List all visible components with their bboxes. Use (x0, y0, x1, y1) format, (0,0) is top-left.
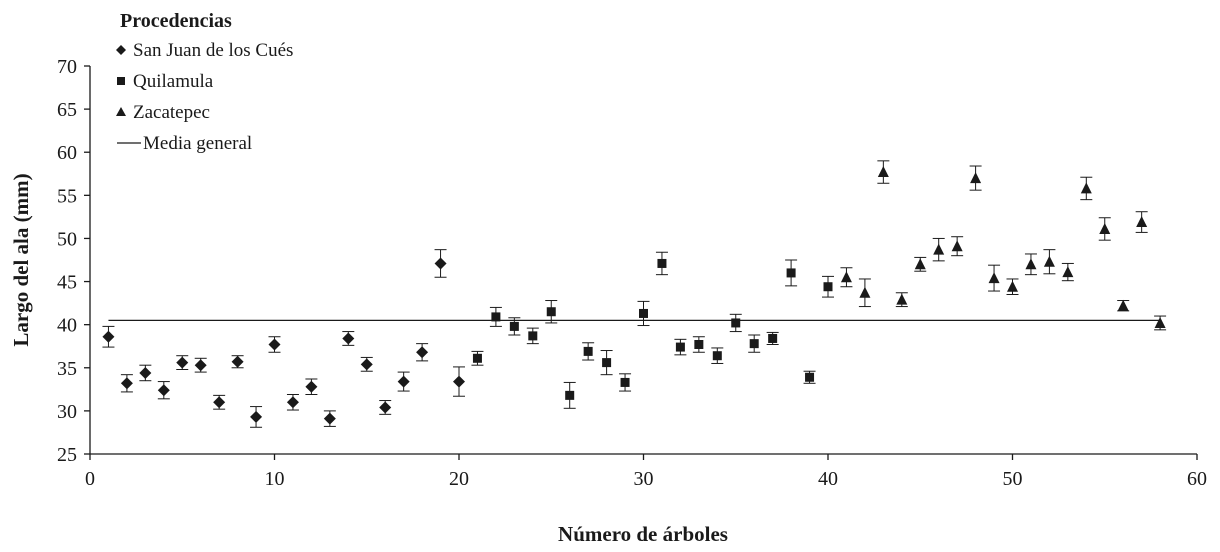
data-point (639, 308, 648, 318)
data-point (914, 258, 926, 270)
data-point (933, 243, 945, 255)
data-point (139, 366, 152, 379)
data-point (602, 358, 612, 368)
legend-triangle-swatch (116, 107, 126, 116)
data-point (657, 258, 667, 268)
data-point (565, 390, 575, 400)
data-point (840, 271, 852, 283)
data-point (360, 358, 373, 371)
data-point (823, 282, 833, 292)
data-point (749, 339, 759, 349)
data-point (694, 339, 704, 349)
data-point (102, 330, 115, 343)
y-tick-label: 70 (57, 56, 77, 78)
data-point (712, 351, 722, 361)
legend-label: Quilamula (133, 71, 214, 92)
data-point (491, 312, 501, 322)
data-point (472, 353, 482, 363)
y-tick-label: 30 (57, 401, 77, 423)
legend-label: San Juan de los Cués (133, 40, 293, 61)
data-point (1062, 266, 1074, 278)
data-point (379, 401, 392, 414)
series-quilamula (471, 251, 834, 409)
data-point (434, 257, 447, 270)
data-point (1025, 258, 1037, 270)
data-point (583, 346, 593, 356)
y-tick-label: 60 (57, 142, 77, 164)
legend-square-swatch (117, 77, 125, 85)
x-tick-label: 50 (1003, 468, 1023, 490)
data-point (1080, 182, 1092, 194)
legend-entry: Zacatepec (116, 102, 210, 123)
y-axis-title: Largo del ala (mm) (9, 173, 33, 346)
data-point (731, 318, 741, 328)
legend-entry: San Juan de los Cués (116, 40, 293, 61)
data-point (286, 396, 299, 409)
y-tick-label: 40 (57, 315, 77, 337)
data-point (176, 356, 189, 369)
data-point (1099, 222, 1111, 234)
series-zacatepec (840, 160, 1167, 331)
data-point (546, 307, 556, 317)
legend: Procedencias San Juan de los Cués Quilamu… (116, 10, 293, 154)
data-point (675, 342, 685, 352)
x-axis-title: Número de árboles (558, 522, 728, 546)
y-tick-label: 35 (57, 358, 77, 380)
series-san-juan-de-los-cu-s (102, 249, 465, 428)
data-point (342, 332, 355, 345)
y-tick-label: 65 (57, 99, 77, 121)
data-point (528, 331, 538, 341)
data-point (970, 172, 982, 184)
data-point (988, 272, 1000, 284)
data-point (509, 321, 519, 331)
data-point (268, 338, 281, 351)
data-point (1117, 299, 1129, 311)
data-point (1154, 316, 1166, 328)
data-point (805, 372, 815, 382)
data-point (896, 293, 908, 305)
data-point (323, 412, 336, 425)
x-tick-label: 40 (818, 468, 838, 490)
data-point (231, 355, 244, 368)
data-point (453, 375, 465, 388)
legend-diamond-swatch (116, 45, 126, 55)
legend-label: Media general (143, 133, 252, 154)
data-point (786, 268, 796, 278)
data-point (397, 375, 410, 388)
x-tick-label: 60 (1187, 468, 1207, 490)
data-point (157, 384, 170, 397)
legend-entry: Quilamula (117, 71, 214, 92)
x-tick-label: 10 (265, 468, 285, 490)
legend-title: Procedencias (120, 10, 232, 32)
data-point (1136, 216, 1148, 228)
data-point (120, 377, 133, 390)
y-tick-label: 50 (57, 228, 77, 250)
data-point (416, 346, 429, 359)
data-point (768, 333, 778, 343)
data-point (194, 359, 207, 372)
y-tick-label: 25 (57, 444, 77, 466)
y-ticks: 25 30 35 40 45 50 55 60 65 70 (57, 56, 90, 466)
data-point (305, 380, 318, 393)
data-point (213, 396, 226, 409)
axes: 25 30 35 40 45 50 55 60 65 70 0 10 20 30 40 50 60 (57, 56, 1207, 490)
legend-label: Zacatepec (133, 102, 210, 123)
legend-entry: Media general (117, 133, 252, 154)
x-tick-label: 30 (634, 468, 654, 490)
x-tick-label: 20 (449, 468, 469, 490)
data-point (1007, 280, 1018, 292)
y-tick-label: 55 (57, 185, 77, 207)
x-tick-label: 0 (85, 468, 95, 490)
data-point (250, 410, 263, 423)
data-point (877, 166, 889, 178)
data-point (620, 377, 630, 387)
data-point (951, 240, 963, 252)
data-point (859, 286, 871, 298)
data-points (102, 160, 1167, 428)
legend-entries: San Juan de los Cués Quilamula Zacatepec Me… (116, 40, 293, 154)
data-point (1043, 255, 1055, 267)
y-tick-label: 45 (57, 272, 77, 294)
x-ticks: 0 10 20 30 40 50 60 (85, 454, 1207, 490)
